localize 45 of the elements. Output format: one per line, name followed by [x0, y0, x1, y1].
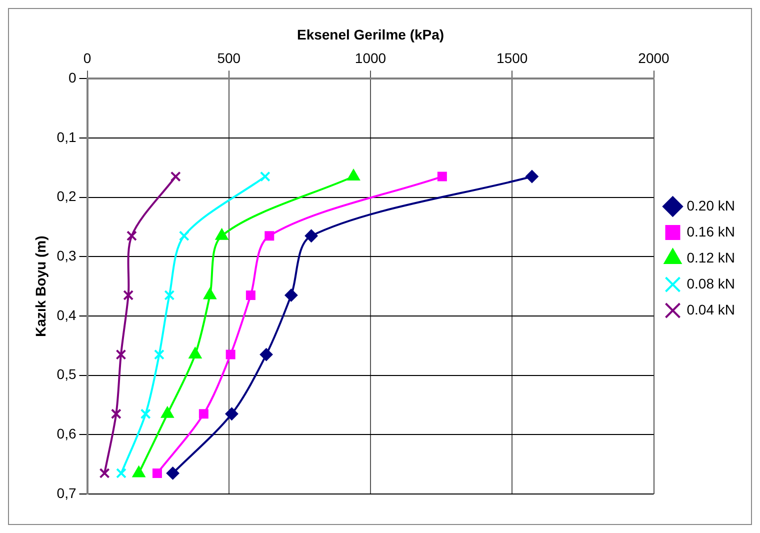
point [123, 290, 134, 300]
point [116, 349, 126, 360]
x-tick-label: 1000 [354, 50, 386, 66]
point [140, 408, 151, 420]
point [164, 290, 175, 300]
point [437, 172, 447, 182]
point [126, 230, 137, 242]
x-tick-label: 1500 [496, 50, 528, 66]
point [116, 468, 126, 478]
point [284, 288, 298, 302]
point [260, 171, 270, 182]
point [525, 170, 538, 184]
point [264, 231, 274, 241]
legend-label: 0.04 kN [686, 301, 735, 318]
y-tick-label: 0,7 [56, 484, 76, 501]
legend-label: 0.08 kN [686, 275, 735, 292]
x-tick-label: 2000 [638, 50, 670, 66]
y-tick-label: 0,2 [56, 188, 76, 204]
point [178, 230, 190, 242]
y-tick-label: 0,5 [56, 366, 76, 382]
point [154, 349, 164, 360]
point [170, 171, 181, 182]
point [152, 468, 162, 478]
legend-label: 0.16 kN [686, 223, 735, 240]
point [304, 229, 318, 242]
legend-label: 0.20 kN [686, 197, 735, 214]
x-tick-label: 0 [83, 50, 92, 66]
x-axis-title: Eksenel Gerilme (kPa) [296, 26, 444, 42]
point [198, 409, 208, 419]
point [246, 290, 256, 300]
point [110, 408, 122, 420]
point [188, 347, 202, 359]
y-tick-label: 0,3 [56, 247, 76, 264]
point [260, 348, 273, 362]
y-axis-title: Kazık Boyu (m) [32, 236, 48, 337]
y-tick-label: 0,6 [56, 426, 76, 442]
point [99, 468, 110, 478]
y-tick-label: 0,1 [56, 128, 76, 145]
point [225, 407, 238, 420]
point [226, 350, 236, 360]
y-tick-label: 0,4 [56, 306, 76, 323]
legend-label: 0.12 kN [686, 249, 735, 266]
point [166, 466, 180, 480]
x-tick-label: 500 [217, 50, 241, 66]
y-tick-label: 0 [68, 69, 76, 86]
